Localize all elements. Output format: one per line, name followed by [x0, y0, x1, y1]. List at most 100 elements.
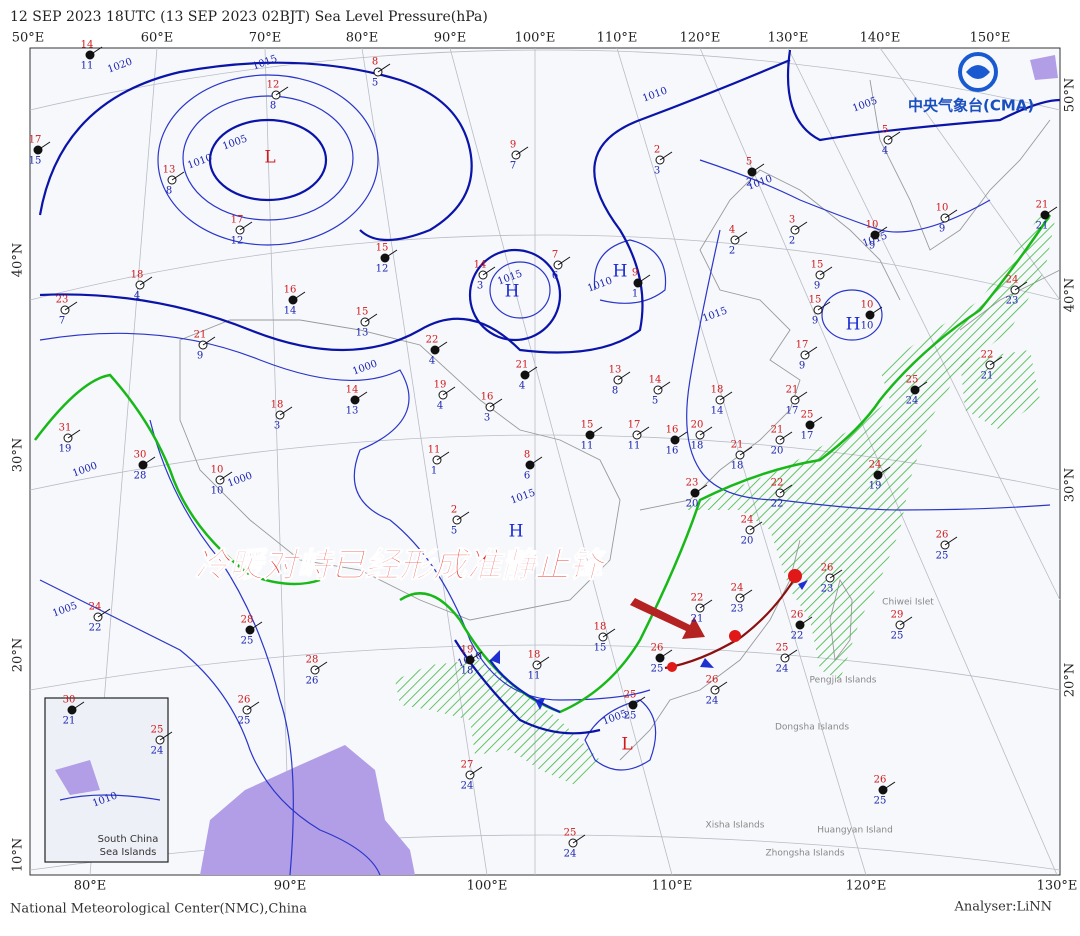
- lon-label: 130°E: [1037, 879, 1078, 894]
- station-temp: 25: [906, 375, 919, 386]
- place-label: Zhongsha Islands: [765, 849, 844, 859]
- station-dew: 1: [632, 289, 638, 300]
- coastline: [869, 79, 1051, 251]
- wind-barb: [97, 608, 111, 618]
- station-dew: 4: [437, 401, 443, 412]
- station-temp: 28: [241, 615, 254, 626]
- wind-barb: [699, 426, 713, 436]
- wind-barb: [944, 209, 958, 219]
- graticule-line: [264, 47, 291, 876]
- wind-barb: [572, 834, 586, 844]
- lon-label: 90°E: [434, 31, 467, 46]
- annotation: 冷暖对峙已经形成准静止锋: [195, 546, 608, 586]
- lat-label: 20°N: [1063, 663, 1078, 697]
- station-dew: 22: [791, 631, 804, 642]
- station-temp: 31: [59, 423, 72, 434]
- station-dew: 3: [477, 281, 483, 292]
- border: [179, 319, 621, 621]
- wind-barb: [202, 336, 216, 346]
- graticule-line: [616, 47, 867, 876]
- station-dew: 2: [746, 178, 752, 189]
- station-temp: 5: [882, 125, 888, 136]
- isobar: [489, 261, 551, 319]
- isobar: [786, 49, 1061, 142]
- station-temp: 7: [552, 250, 558, 261]
- station-temp: 14: [474, 260, 487, 271]
- wind-barb: [442, 386, 456, 396]
- wind-barb: [1014, 281, 1028, 291]
- wind-barb: [637, 274, 651, 284]
- station-dew: 25: [238, 716, 251, 727]
- wind-barb: [314, 661, 328, 671]
- station-dew: 14: [284, 306, 297, 317]
- shaded-area: [1030, 55, 1058, 80]
- graticule-line: [29, 834, 1061, 871]
- lon-label: 120°E: [846, 879, 887, 894]
- coastline: [619, 539, 801, 761]
- isobar: [157, 74, 379, 246]
- wind-barb: [456, 511, 470, 521]
- station-dew: 11: [628, 441, 641, 452]
- station-temp: 4: [729, 225, 735, 236]
- station-dew: 12: [376, 264, 389, 275]
- station-temp: 19: [461, 645, 474, 656]
- station-temp: 21: [1036, 200, 1049, 211]
- lon-label: 80°E: [346, 31, 379, 46]
- station-dew: 25: [651, 664, 664, 675]
- cold-symbol: [490, 650, 500, 664]
- wind-barb: [354, 391, 368, 401]
- pressure-center: H: [509, 522, 524, 542]
- lat-label: 30°N: [1063, 468, 1078, 502]
- map-title: 12 SEP 2023 18UTC (13 SEP 2023 02BJT) Se…: [10, 9, 488, 25]
- logo-mark: [966, 65, 990, 79]
- station-dew: 25: [624, 711, 637, 722]
- station-temp: 27: [461, 760, 474, 771]
- lat-label: 20°N: [11, 638, 26, 672]
- station-temp: 17: [29, 135, 42, 146]
- wind-barb: [159, 731, 173, 741]
- station-dew: 24: [151, 746, 164, 757]
- station-temp: 24: [741, 515, 754, 526]
- isobar: [149, 419, 294, 876]
- station-temp: 16: [666, 425, 679, 436]
- station-dew: 2: [729, 246, 735, 257]
- station-temp: 22: [426, 335, 439, 346]
- wind-barb: [434, 341, 448, 351]
- station-dew: 26: [306, 676, 319, 687]
- wind-barb: [292, 291, 306, 301]
- station-dew: 13: [346, 406, 359, 417]
- station-dew: 25: [936, 551, 949, 562]
- station-temp: 9: [632, 268, 638, 279]
- station-temp: 8: [524, 450, 530, 461]
- station-temp: 13: [609, 365, 622, 376]
- station-dew: 21: [1036, 221, 1049, 232]
- wind-barb: [804, 346, 818, 356]
- station-dew: 4: [134, 291, 140, 302]
- station-temp: 15: [811, 260, 824, 271]
- logo-mark: [958, 52, 998, 92]
- station-dew: 20: [741, 536, 754, 547]
- wind-barb: [489, 398, 503, 408]
- wind-barb: [515, 146, 529, 156]
- station-temp: 2: [451, 505, 457, 516]
- station-dew: 11: [528, 671, 541, 682]
- station-temp: 29: [891, 610, 904, 621]
- footer-source: National Meteorological Center(NMC),Chin…: [10, 902, 307, 917]
- place-label: Dongsha Islands: [775, 723, 849, 733]
- station-temp: 26: [706, 675, 719, 686]
- isobar: [821, 289, 883, 341]
- lat-label: 40°N: [1063, 278, 1078, 312]
- wind-barb: [219, 471, 233, 481]
- station-dew: 8: [612, 386, 618, 397]
- lat-label: 10°N: [11, 838, 26, 872]
- station-dew: 19: [869, 481, 882, 492]
- station-dew: 8: [166, 186, 172, 197]
- station-dew: 22: [771, 499, 784, 510]
- lon-label: 100°E: [467, 879, 508, 894]
- station-temp: 5: [746, 157, 752, 168]
- station-temp: 13: [163, 165, 176, 176]
- station-temp: 20: [691, 420, 704, 431]
- station-dew: 5: [652, 396, 658, 407]
- station-dew: 3: [654, 166, 660, 177]
- station-dew: 3: [274, 421, 280, 432]
